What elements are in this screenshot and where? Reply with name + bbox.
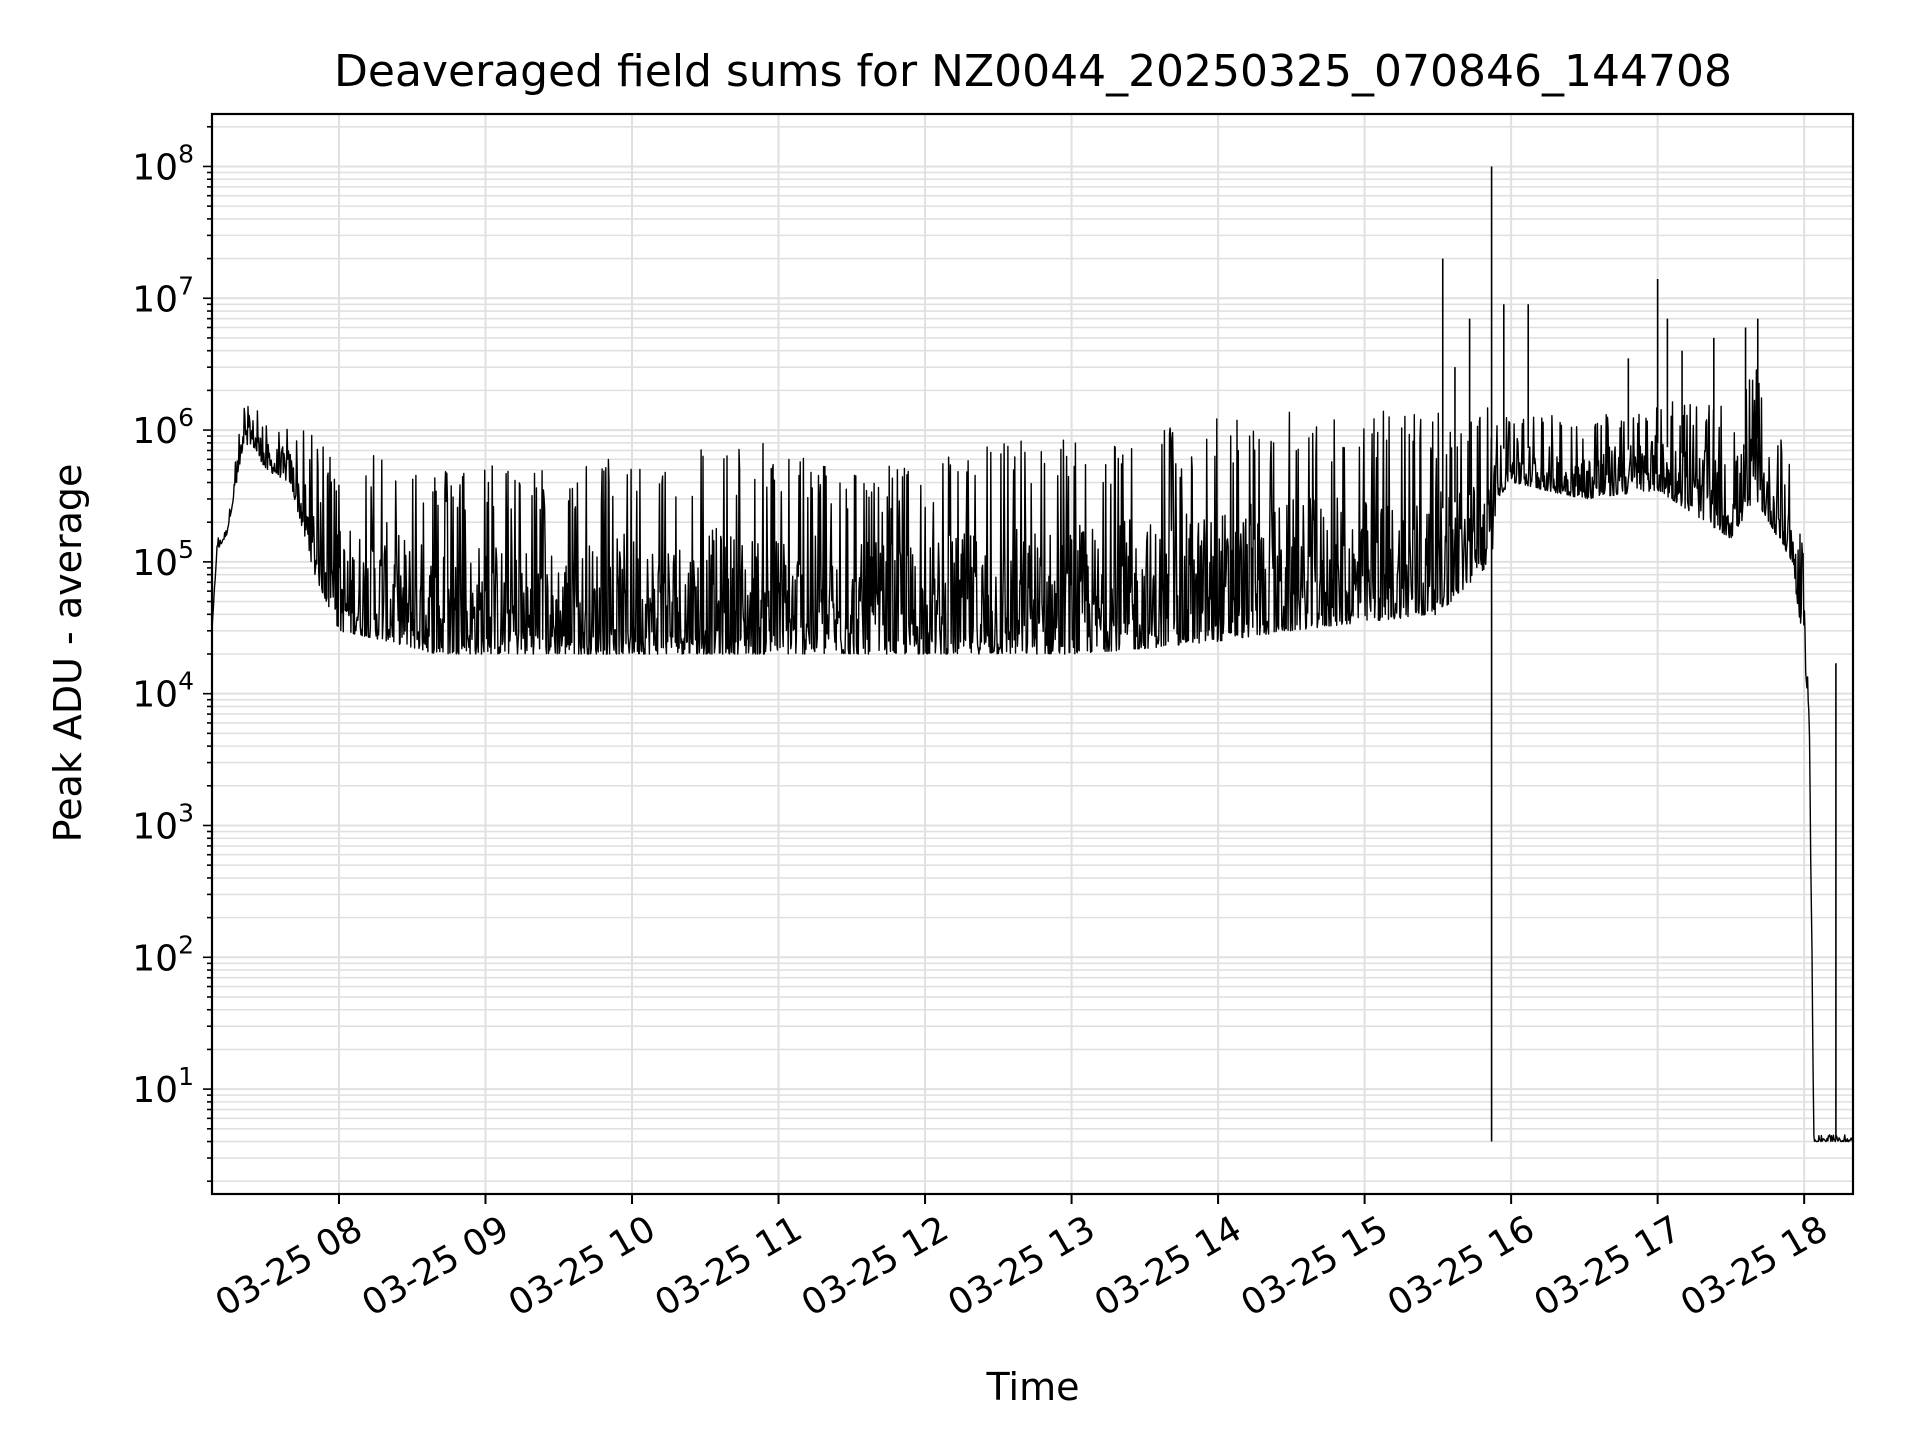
- y-tick-base: 10: [132, 411, 178, 452]
- y-tick-label: 105: [132, 535, 194, 584]
- y-tick-base: 10: [132, 806, 178, 847]
- chart-title: Deaveraged field sums for NZ0044_2025032…: [334, 46, 1732, 97]
- y-tick-exponent: 1: [178, 1062, 194, 1091]
- y-tick-label: 103: [132, 798, 194, 847]
- data-series: [212, 166, 1853, 1143]
- y-tick-base: 10: [132, 147, 178, 188]
- y-tick-exponent: 3: [178, 798, 194, 827]
- y-tick-base: 10: [132, 543, 178, 584]
- y-tick-label: 108: [132, 139, 194, 188]
- y-tick-label: 102: [132, 930, 194, 979]
- series-line: [212, 369, 1853, 1143]
- y-tick-exponent: 2: [178, 930, 194, 959]
- x-axis-label: Time: [986, 1365, 1080, 1409]
- y-axis-label: Peak ADU - average: [46, 464, 90, 843]
- y-tick-exponent: 8: [178, 139, 194, 168]
- y-tick-exponent: 5: [178, 535, 194, 564]
- y-tick-exponent: 6: [178, 403, 194, 432]
- y-tick-label: 107: [132, 271, 194, 320]
- y-tick-base: 10: [132, 675, 178, 716]
- y-tick-base: 10: [132, 938, 178, 979]
- grid-lines: [212, 114, 1853, 1194]
- y-tick-exponent: 7: [178, 271, 194, 300]
- y-tick-label: 101: [132, 1062, 194, 1111]
- y-tick-label: 104: [132, 667, 194, 716]
- y-tick-exponent: 4: [178, 667, 194, 696]
- y-tick-label: 106: [132, 403, 194, 452]
- y-tick-base: 10: [132, 279, 178, 320]
- y-tick-base: 10: [132, 1070, 178, 1111]
